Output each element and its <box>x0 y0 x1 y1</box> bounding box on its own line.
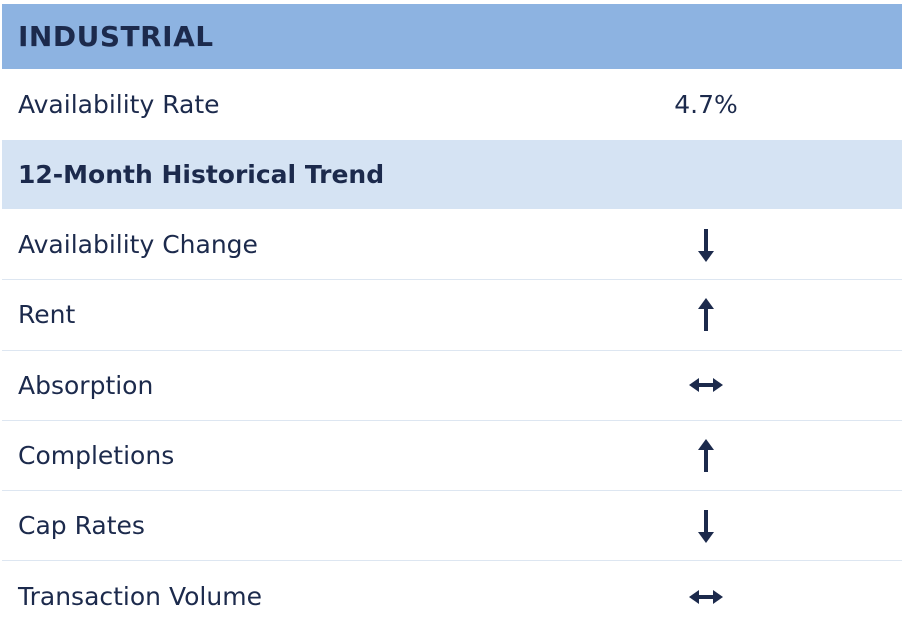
table-title: INDUSTRIAL <box>18 20 214 53</box>
trend-list: Availability Change Rent Absorption Complet… <box>2 210 902 632</box>
arrow-down-icon <box>686 506 726 546</box>
availability-rate-label: Availability Rate <box>18 90 220 119</box>
trend-label: Availability Change <box>18 230 258 260</box>
trend-label: Transaction Volume <box>18 582 262 612</box>
arrow-up-icon <box>686 436 726 476</box>
availability-row: Availability Rate 4.7% <box>2 70 902 140</box>
arrow-left-right-icon <box>686 365 726 405</box>
table-row: Absorption <box>2 350 902 421</box>
trend-label: Absorption <box>18 370 154 400</box>
table-row: Cap Rates <box>2 491 902 562</box>
arrow-down-icon <box>686 225 726 265</box>
table-header: INDUSTRIAL <box>2 4 902 70</box>
table-row: Transaction Volume <box>2 561 902 632</box>
trend-label: Cap Rates <box>18 511 145 541</box>
trend-section-header: 12-Month Historical Trend <box>2 140 902 210</box>
arrow-left-right-icon <box>686 577 726 617</box>
table-row: Completions <box>2 420 902 492</box>
table-row: Rent <box>2 280 902 351</box>
table-row: Availability Change <box>2 210 902 281</box>
industrial-table: INDUSTRIAL Availability Rate 4.7% 12-Mon… <box>2 4 902 632</box>
trend-section-title: 12-Month Historical Trend <box>18 160 385 189</box>
trend-label: Rent <box>18 300 76 330</box>
availability-rate-value: 4.7% <box>674 90 738 119</box>
arrow-up-icon <box>686 295 726 335</box>
trend-label: Completions <box>18 441 175 471</box>
